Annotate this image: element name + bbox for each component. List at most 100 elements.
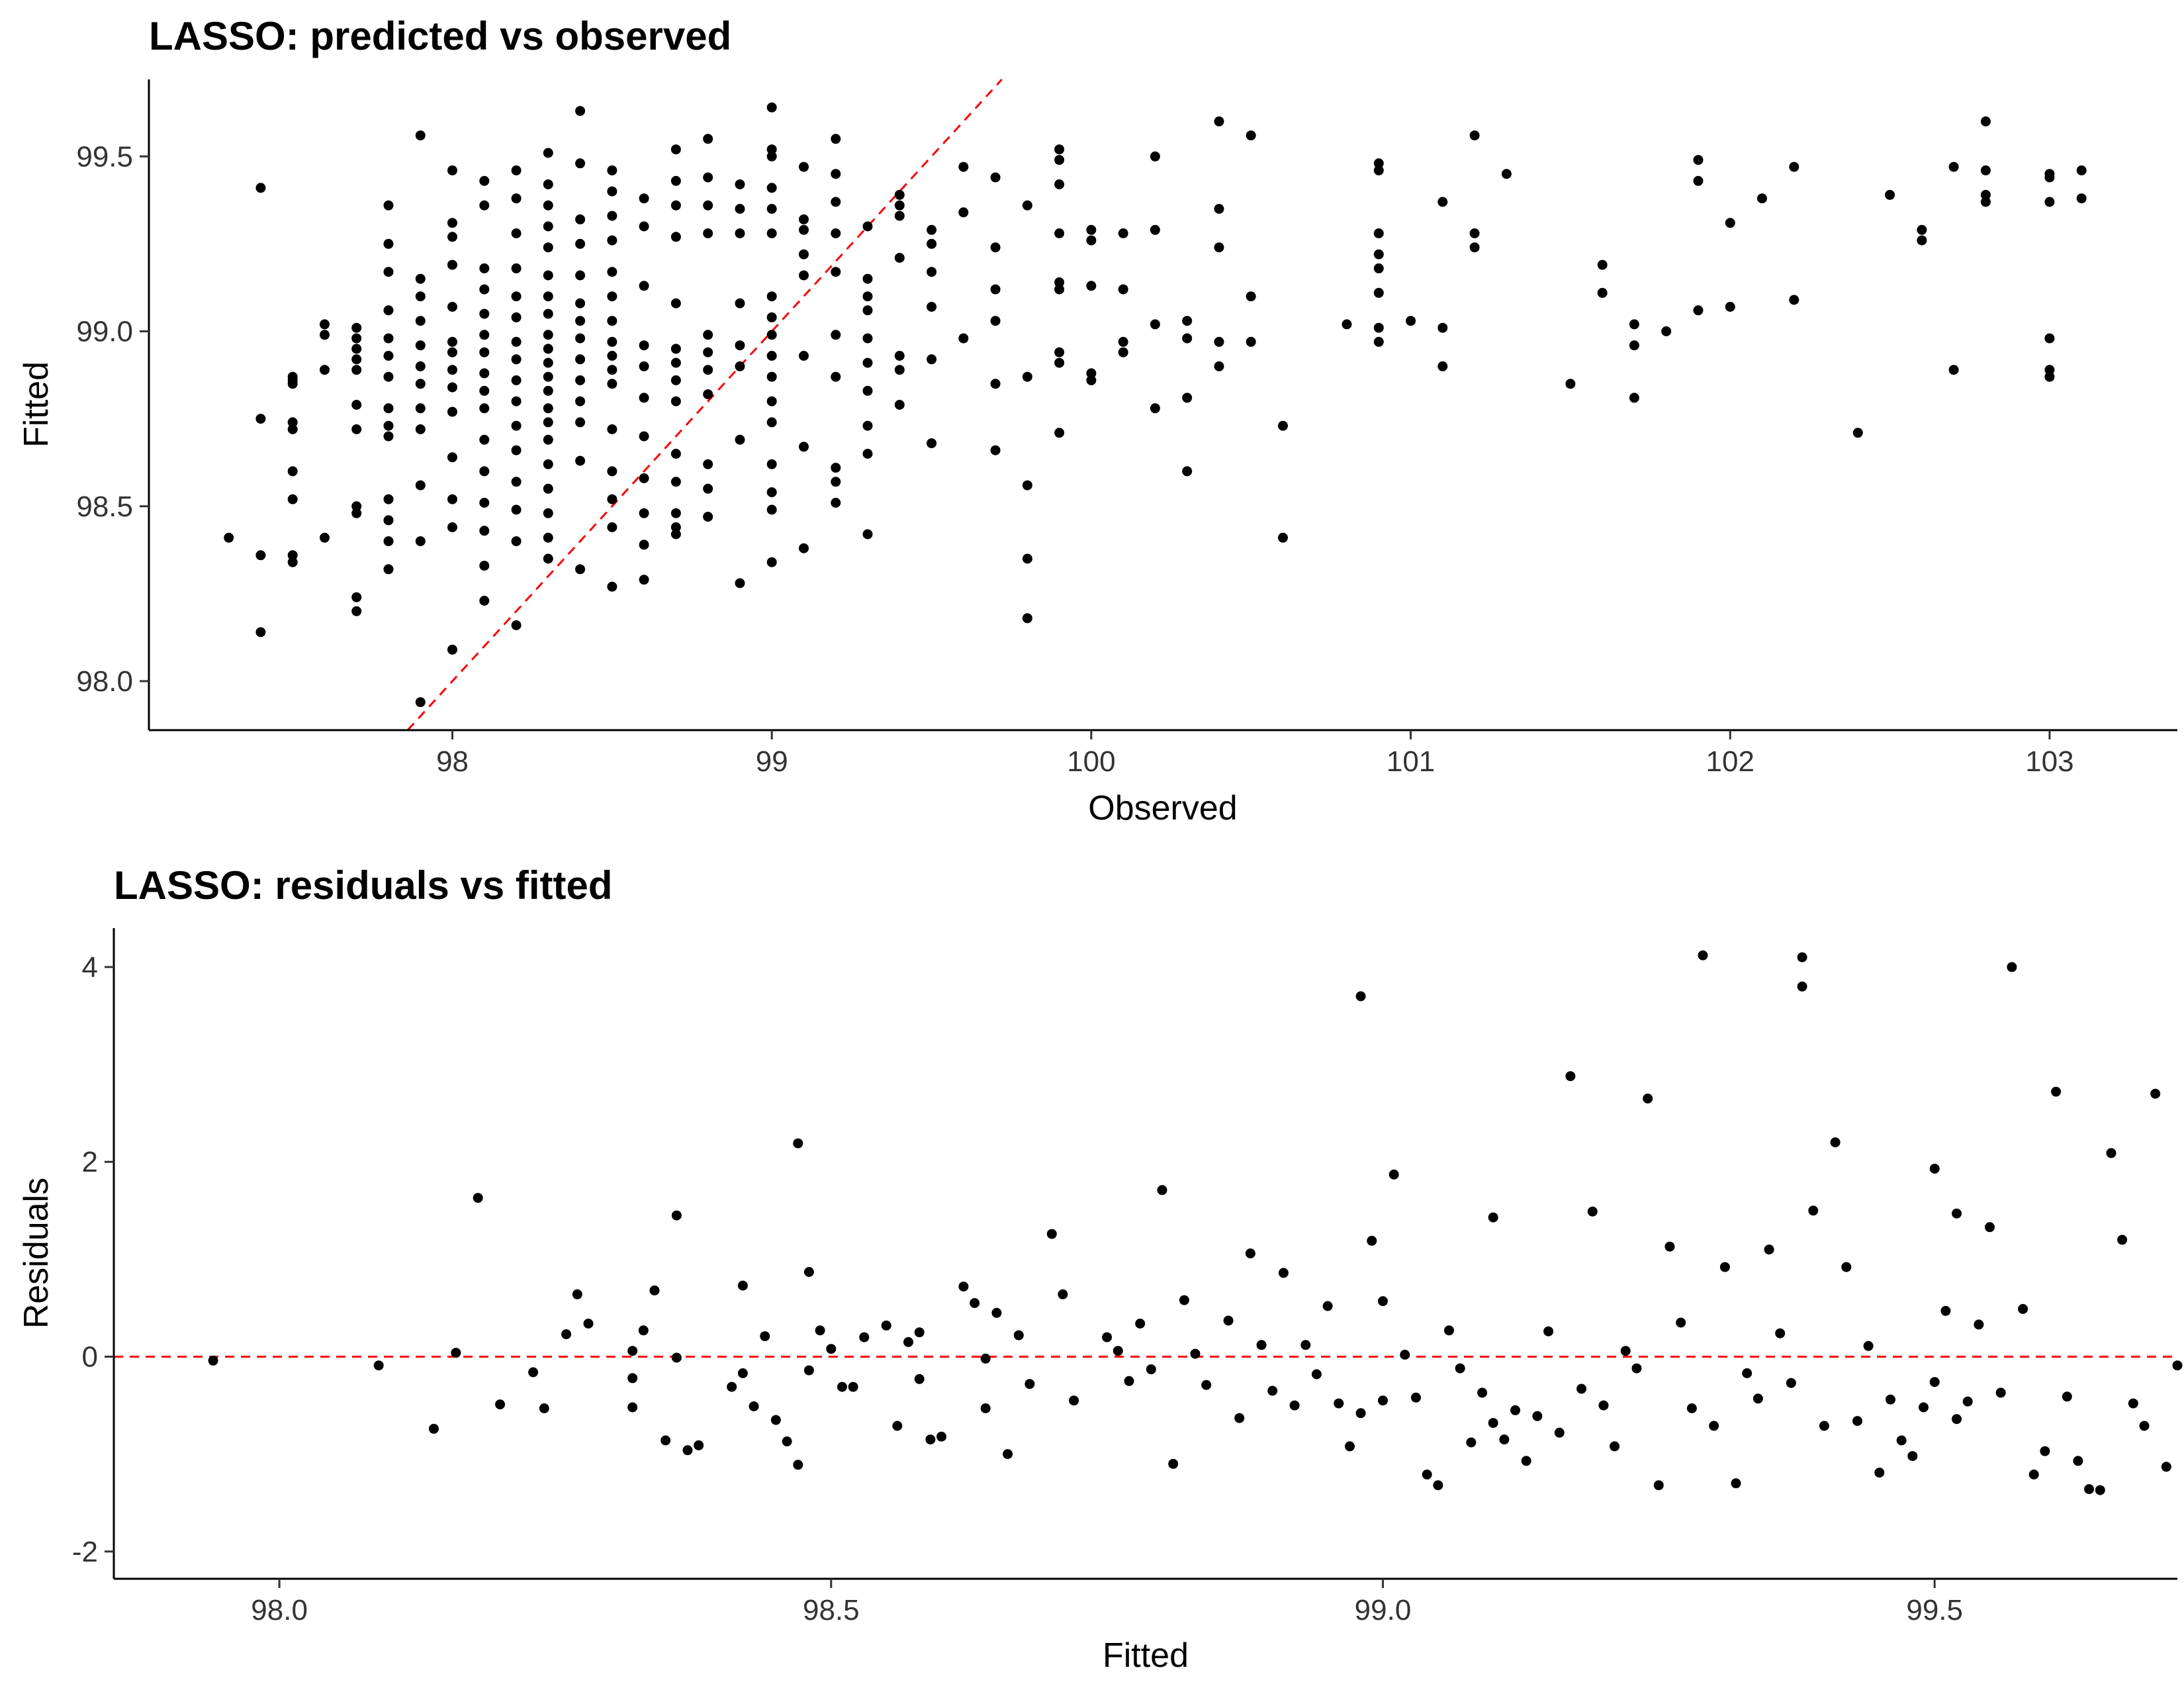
data-point <box>1179 1295 1189 1305</box>
data-point <box>415 536 426 547</box>
data-point <box>383 564 394 575</box>
data-point <box>1086 281 1097 291</box>
data-point <box>639 221 649 232</box>
data-point <box>1124 1376 1134 1386</box>
data-point <box>799 543 809 553</box>
data-point <box>1907 1451 1918 1462</box>
data-point <box>1521 1456 1531 1466</box>
data-point <box>1948 365 1959 375</box>
data-point <box>607 494 617 504</box>
data-point <box>703 330 713 340</box>
data-point <box>351 424 362 434</box>
data-point <box>351 606 362 616</box>
data-point <box>831 197 841 207</box>
data-point <box>575 158 586 169</box>
data-point <box>990 284 1001 295</box>
x-tick-label: 98.5 <box>803 1594 860 1626</box>
data-point <box>1469 228 1480 238</box>
data-point <box>1598 1400 1609 1411</box>
data-point <box>639 508 649 518</box>
data-point <box>1355 991 1366 1002</box>
data-point <box>1086 235 1097 246</box>
data-point <box>627 1402 638 1413</box>
data-point <box>1246 291 1256 302</box>
data-point <box>1980 197 1991 207</box>
data-point <box>383 238 394 249</box>
data-point <box>543 483 553 494</box>
data-point <box>2044 197 2055 207</box>
data-point <box>1022 371 1032 382</box>
data-point <box>2150 1088 2161 1099</box>
data-point <box>1214 336 1224 347</box>
data-point <box>543 242 553 253</box>
data-point <box>1587 1206 1598 1217</box>
data-point <box>511 420 522 431</box>
data-point <box>1182 333 1193 344</box>
data-point <box>415 424 426 434</box>
data-point <box>1046 1229 1057 1239</box>
data-point <box>862 357 873 368</box>
data-point <box>1874 1468 1885 1478</box>
data-point <box>1022 613 1032 624</box>
y-tick-label: 98.5 <box>76 491 133 523</box>
data-point <box>1054 357 1065 368</box>
data-point <box>511 228 522 238</box>
data-point <box>1554 1427 1565 1438</box>
data-point <box>1725 218 1735 228</box>
data-point <box>670 232 681 242</box>
data-point <box>479 385 490 396</box>
data-point <box>415 340 426 351</box>
data-point <box>1246 336 1256 347</box>
data-point <box>561 1329 572 1340</box>
data-point <box>415 273 426 284</box>
data-point <box>572 1289 582 1299</box>
data-point <box>862 449 873 459</box>
data-point <box>1952 1414 1962 1425</box>
data-point <box>511 165 522 175</box>
data-point <box>1150 151 1160 162</box>
data-point <box>670 375 681 385</box>
data-point <box>2044 333 2055 344</box>
data-point <box>543 221 553 232</box>
panel-2-x-ticks: 98.0 98.5 99.0 99.5 <box>251 1579 1963 1626</box>
data-point <box>1378 1296 1388 1307</box>
data-point <box>543 291 553 302</box>
data-point <box>1437 361 1448 371</box>
data-point <box>735 179 745 189</box>
data-point <box>958 162 969 172</box>
data-point <box>447 165 457 175</box>
data-point <box>607 316 617 326</box>
data-point <box>511 193 522 204</box>
x-tick-label: 99.0 <box>1355 1594 1412 1626</box>
data-point <box>735 228 745 238</box>
data-point <box>1190 1348 1201 1359</box>
data-point <box>447 644 457 655</box>
data-point <box>670 298 681 308</box>
y-tick-label: 99.0 <box>76 316 133 348</box>
data-point <box>351 592 362 602</box>
data-point <box>958 333 969 344</box>
data-point <box>639 340 649 351</box>
data-point <box>1885 189 1895 200</box>
data-point <box>735 361 745 371</box>
data-point <box>1118 228 1128 238</box>
data-point <box>1182 316 1193 326</box>
data-point <box>1355 1408 1366 1419</box>
data-point <box>415 480 426 491</box>
data-point <box>1444 1325 1454 1336</box>
data-point <box>914 1327 925 1338</box>
data-point <box>351 365 362 375</box>
data-point <box>543 532 553 543</box>
data-point <box>511 504 522 515</box>
data-point <box>903 1336 913 1347</box>
data-point <box>447 259 457 270</box>
data-point <box>1135 1319 1146 1329</box>
data-point <box>1373 158 1384 169</box>
data-point <box>799 270 809 281</box>
data-point <box>255 414 266 424</box>
data-point <box>1278 532 1288 543</box>
data-point <box>543 179 553 189</box>
data-point <box>862 305 873 316</box>
data-point <box>511 396 522 406</box>
data-point <box>473 1193 483 1203</box>
